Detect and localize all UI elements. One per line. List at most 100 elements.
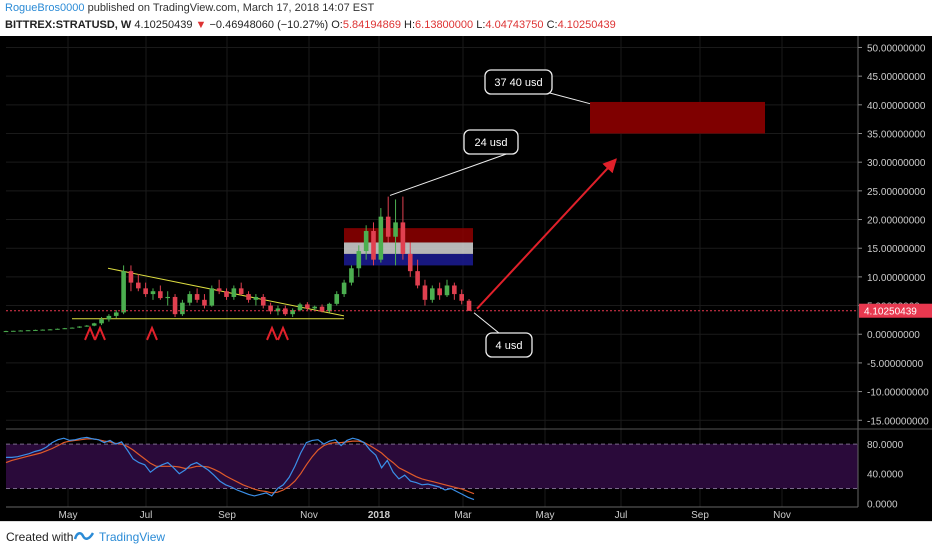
candle-body bbox=[47, 329, 53, 331]
x-tick-label: May bbox=[59, 510, 78, 521]
y-tick-label: -5.00000000 bbox=[867, 359, 924, 370]
candle-body bbox=[11, 330, 16, 332]
created-with-label: Created with bbox=[6, 530, 74, 544]
y-tick-label: 0.00000000 bbox=[867, 330, 920, 341]
candlestick-series bbox=[3, 196, 472, 333]
candle-body bbox=[150, 291, 156, 295]
symbol-label: BITTREX:STRATUSD, W bbox=[5, 19, 132, 31]
candle-body bbox=[113, 312, 119, 316]
candle-body bbox=[25, 330, 31, 332]
reversal-arrow-icon bbox=[94, 325, 106, 341]
candle-body bbox=[253, 296, 259, 300]
y-tick-label: 25.00000000 bbox=[867, 187, 926, 198]
candle-body bbox=[194, 294, 200, 300]
y-tick-label: 45.00000000 bbox=[867, 72, 926, 83]
candle-body bbox=[69, 327, 75, 329]
candle-body bbox=[202, 299, 207, 306]
candle-body bbox=[260, 296, 266, 306]
candle-body bbox=[216, 288, 222, 292]
publish-info: published on TradingView.com, March 17, … bbox=[87, 2, 375, 14]
candle-body bbox=[187, 294, 193, 303]
candle-body bbox=[84, 325, 90, 327]
last-price-tag-label: 4.10250439 bbox=[864, 307, 917, 318]
candle-body bbox=[466, 300, 472, 311]
candle-body bbox=[246, 294, 251, 300]
candle-body bbox=[452, 285, 457, 295]
y-tick-label: 30.00000000 bbox=[867, 158, 926, 169]
candle-body bbox=[393, 222, 398, 237]
resistance-zone bbox=[344, 242, 473, 254]
candle-body bbox=[136, 282, 141, 289]
candle-body bbox=[128, 271, 134, 283]
y-tick-label: 40.00000000 bbox=[867, 101, 926, 112]
callout-label: 37 40 usd bbox=[494, 77, 542, 89]
chart-canvas[interactable]: 37 40 usd 24 usd 4 usd 50.00000000 45.00000… bbox=[0, 36, 932, 521]
candle-body bbox=[459, 294, 464, 301]
callout-box bbox=[463, 129, 519, 155]
candle-body bbox=[268, 305, 273, 312]
candle-body bbox=[209, 288, 215, 306]
candle-body bbox=[180, 302, 185, 315]
candle-body bbox=[415, 271, 420, 286]
candle-body bbox=[158, 291, 163, 299]
y-tick-label: 50.00000000 bbox=[867, 43, 926, 54]
candle-body bbox=[3, 331, 9, 333]
close-label: C: bbox=[546, 19, 558, 31]
candle-body bbox=[327, 303, 332, 312]
x-tick-label: Sep bbox=[691, 510, 709, 521]
callout-box bbox=[484, 69, 553, 95]
rsi-lines bbox=[5, 436, 475, 501]
candle-body bbox=[231, 288, 237, 297]
reversal-arrows bbox=[84, 325, 289, 341]
candle-body bbox=[312, 306, 317, 309]
candle-body bbox=[341, 282, 347, 295]
reversal-arrow-icon bbox=[266, 325, 278, 341]
publish-line: RogueBros0000 published on TradingView.c… bbox=[5, 2, 374, 14]
candle-body bbox=[422, 285, 428, 300]
candle-body bbox=[99, 319, 104, 324]
candle-body bbox=[430, 288, 435, 300]
candle-body bbox=[33, 329, 38, 331]
y-tick-label: 10.00000000 bbox=[867, 273, 926, 284]
candle-body bbox=[77, 326, 82, 328]
low-value: 4.04743750 bbox=[485, 19, 544, 31]
candle-body bbox=[224, 291, 229, 297]
callout-label: 4 usd bbox=[496, 340, 523, 352]
candle-body bbox=[319, 306, 325, 312]
rsi-tick-label: 80.0000 bbox=[867, 440, 904, 451]
callout-box bbox=[485, 332, 533, 358]
candle-body bbox=[106, 315, 112, 320]
candle-body bbox=[378, 216, 384, 260]
y-tick-label: -10.00000000 bbox=[867, 388, 929, 399]
candle-body bbox=[371, 231, 376, 260]
candle-body bbox=[55, 328, 60, 330]
chart-header: RogueBros0000 published on TradingView.c… bbox=[0, 0, 932, 36]
x-tick-label: Nov bbox=[773, 510, 791, 521]
x-tick-label: Mar bbox=[454, 510, 472, 521]
rsi-band-lines bbox=[6, 443, 858, 489]
open-label: O: bbox=[331, 19, 343, 31]
resistance-zone bbox=[344, 228, 473, 243]
author-link[interactable]: RogueBros0000 bbox=[5, 2, 85, 14]
candle-body bbox=[165, 296, 170, 299]
x-tick-label: May bbox=[536, 510, 555, 521]
candle-body bbox=[400, 222, 406, 254]
tradingview-link[interactable]: TradingView bbox=[99, 530, 166, 544]
price-callouts: 37 40 usd 24 usd 4 usd bbox=[389, 69, 591, 358]
target-zone-box bbox=[590, 101, 765, 134]
y-tick-label: 20.00000000 bbox=[867, 216, 926, 227]
rsi-line bbox=[6, 436, 475, 501]
callout-pointer bbox=[389, 151, 513, 196]
axes: 50.00000000 45.00000000 40.00000000 35.0000… bbox=[6, 36, 932, 521]
last-price-tag bbox=[859, 303, 932, 318]
candle-body bbox=[172, 296, 178, 315]
symbol-line: BITTREX:STRATUSD, W 4.10250439 ▼ −0.4694… bbox=[5, 19, 616, 31]
callout-label: 24 usd bbox=[474, 137, 507, 149]
candle-body bbox=[385, 216, 391, 237]
footer: Created with TradingView bbox=[0, 521, 932, 551]
high-label: H: bbox=[404, 19, 416, 31]
candle-body bbox=[305, 304, 310, 309]
rsi-tick-label: 40.0000 bbox=[867, 470, 904, 481]
y-tick-label: 35.00000000 bbox=[867, 130, 926, 141]
candle-body bbox=[444, 285, 450, 296]
